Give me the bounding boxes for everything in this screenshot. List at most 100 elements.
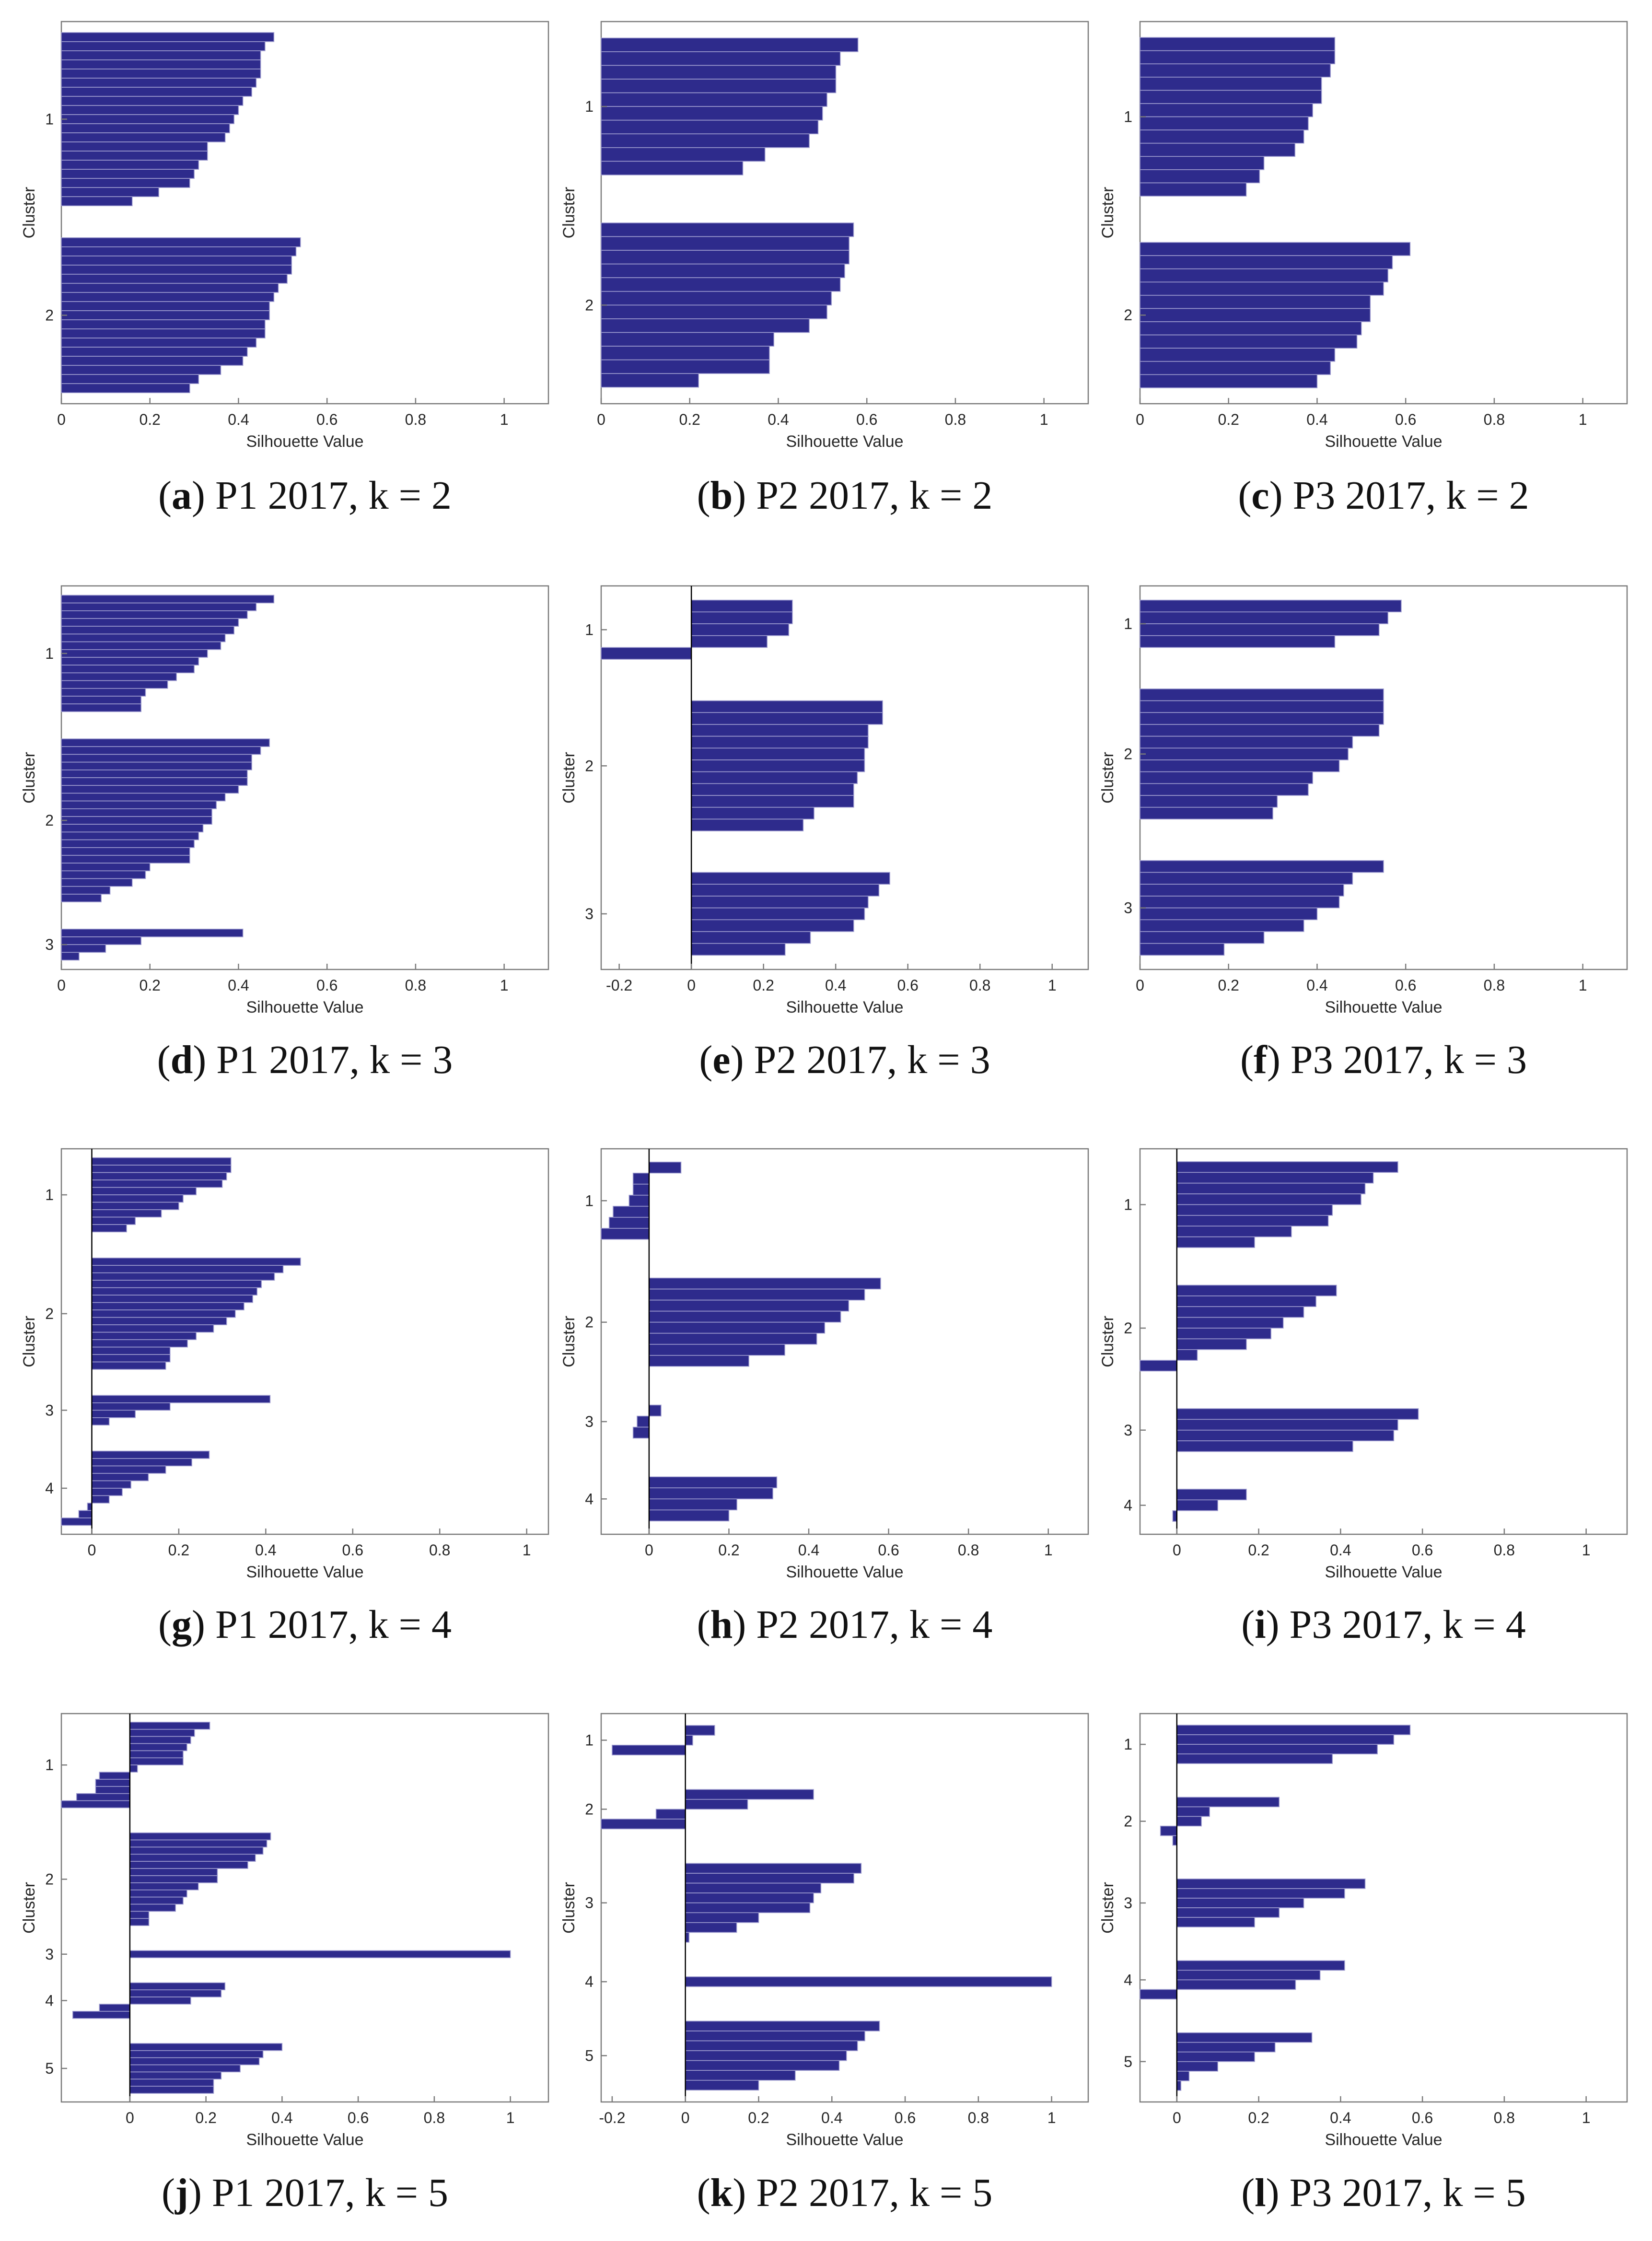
ytick-label: 3 <box>585 905 593 922</box>
bars <box>61 32 301 393</box>
bar-cluster-1-2 <box>61 41 266 51</box>
panel-label: f <box>1253 1038 1267 1082</box>
ytick-label: 2 <box>45 812 54 829</box>
bar-cluster-2-6 <box>601 291 832 306</box>
bar-cluster-1-1 <box>1140 599 1402 613</box>
caption-paren: ( <box>699 1038 713 1082</box>
bar-cluster-3-4 <box>691 907 865 921</box>
bar-cluster-1-3 <box>601 65 837 80</box>
bar-cluster-2-2 <box>1176 1296 1316 1307</box>
bar-cluster-1-9 <box>601 147 766 162</box>
panel-label: j <box>175 2171 188 2215</box>
x-axis-label: Silhouette Value <box>786 2131 903 2149</box>
bars <box>61 595 275 961</box>
bar-cluster-2-3 <box>1176 1816 1202 1827</box>
caption-paren: ( <box>1238 473 1252 518</box>
bar-cluster-1-19 <box>61 196 133 207</box>
caption-i: (i) P3 2017, k = 4 <box>1108 1601 1652 1648</box>
bar-cluster-1-5 <box>1140 90 1322 104</box>
ytick-label: 2 <box>1124 1319 1132 1337</box>
bar-cluster-4-4 <box>99 2004 130 2012</box>
caption-paren: ) <box>191 1602 215 1647</box>
bar-cluster-3-3 <box>691 896 869 909</box>
bar-cluster-2-8 <box>61 793 226 802</box>
bar-cluster-1-4 <box>61 59 261 70</box>
y-axis-label: Cluster <box>560 752 578 804</box>
xtick-label: -0.2 <box>599 2109 625 2126</box>
bars <box>601 37 859 388</box>
bar-cluster-4-4 <box>91 1473 149 1482</box>
bar-cluster-2-10 <box>1140 795 1278 808</box>
bar-cluster-1-5 <box>129 1750 184 1759</box>
bar-cluster-2-1 <box>685 1789 814 1800</box>
bar-cluster-3-3 <box>1140 884 1344 897</box>
bar-cluster-3-6 <box>685 1912 759 1923</box>
xtick-label: 0.8 <box>1484 977 1505 994</box>
xtick-label: 0 <box>681 2109 690 2126</box>
bar-cluster-1-12 <box>1140 182 1247 197</box>
xtick-label: 0.2 <box>139 411 160 428</box>
bar-cluster-3-3 <box>1176 1898 1304 1908</box>
panel-c: 1 2 0 0.2 0.4 0.6 0.8 1 Silhouette Value Cluster <box>1099 21 1628 451</box>
bar-cluster-2-4 <box>91 1280 262 1288</box>
caption-text: P1 2017, k = 4 <box>215 1602 452 1647</box>
bar-cluster-2-6 <box>61 777 248 786</box>
xtick-label: 0.2 <box>1218 411 1239 428</box>
bar-cluster-1-8 <box>1140 129 1304 144</box>
bar-cluster-2-3 <box>649 1299 849 1312</box>
bar-cluster-3-3 <box>91 1410 136 1418</box>
bar-cluster-2-5 <box>691 747 865 760</box>
xtick-label: 1 <box>523 1541 531 1559</box>
bar-cluster-1-6 <box>61 633 226 642</box>
bar-cluster-2-8 <box>1140 1360 1177 1372</box>
bar-cluster-4-3 <box>129 1996 191 2005</box>
xtick-label: 0.6 <box>316 411 337 428</box>
bar-cluster-2-2 <box>1140 255 1393 269</box>
bar-cluster-1-4 <box>129 1743 187 1751</box>
ytick-label: 4 <box>585 1490 593 1507</box>
bars <box>601 1161 881 1522</box>
xtick-label: 0.4 <box>228 977 249 994</box>
bar-cluster-1-12 <box>61 132 226 142</box>
bar-cluster-3-2 <box>61 936 142 945</box>
bar-cluster-4-2 <box>1176 1499 1219 1511</box>
bar-cluster-1-3 <box>612 1744 686 1756</box>
bar-cluster-1-9 <box>1140 142 1296 157</box>
xtick-label: 1 <box>1040 411 1048 428</box>
bar-cluster-4-5 <box>72 2011 130 2019</box>
caption-paren: ( <box>158 473 172 518</box>
bar-cluster-2-14 <box>61 356 244 366</box>
bar-cluster-2-9 <box>129 1889 187 1898</box>
bar-cluster-1-7 <box>601 119 819 135</box>
bar-cluster-1-4 <box>1140 635 1336 648</box>
caption-paren: ) <box>1266 2171 1290 2215</box>
caption-c: (c) P3 2017, k = 2 <box>1108 472 1652 519</box>
caption-a: (a) P1 2017, k = 2 <box>30 472 580 519</box>
bar-cluster-2-1 <box>61 738 270 747</box>
bar-cluster-2-3 <box>61 754 252 763</box>
bar-cluster-2-8 <box>691 783 854 796</box>
bar-cluster-2-3 <box>691 724 869 737</box>
bar-cluster-2-14 <box>91 1354 171 1363</box>
ytick-label: 4 <box>45 1992 54 2009</box>
bar-cluster-1-9 <box>61 657 199 665</box>
bars <box>1140 599 1402 956</box>
bar-cluster-1-1 <box>61 32 275 42</box>
bar-cluster-2-12 <box>61 824 204 833</box>
bar-cluster-4-1 <box>649 1476 778 1489</box>
xtick-label: 0.4 <box>1306 977 1327 994</box>
bar-cluster-1-10 <box>91 1224 127 1233</box>
bar-cluster-2-9 <box>61 800 217 809</box>
xtick-label: 1 <box>1048 977 1057 994</box>
xtick-label: 0.8 <box>945 411 966 428</box>
bar-cluster-3-7 <box>1140 931 1265 944</box>
ytick-label: 2 <box>585 1800 593 1818</box>
bar-cluster-2-5 <box>601 277 841 292</box>
bar-cluster-1-1 <box>691 599 793 613</box>
bar-cluster-2-4 <box>1140 724 1380 737</box>
bar-cluster-2-4 <box>691 735 869 749</box>
bar-cluster-1-10 <box>1140 156 1265 170</box>
bar-cluster-4-3 <box>91 1465 166 1474</box>
bars <box>1140 1161 1419 1522</box>
bar-cluster-2-11 <box>691 818 804 831</box>
